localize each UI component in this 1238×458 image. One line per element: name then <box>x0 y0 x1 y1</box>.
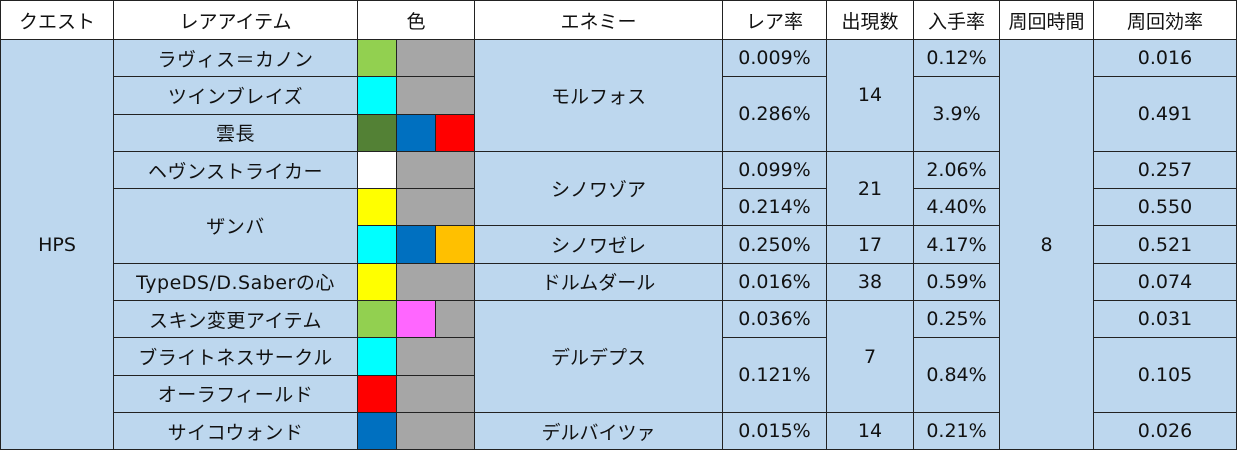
header-loop-time: 周回時間 <box>999 0 1094 40</box>
color-swatch-empty <box>396 188 475 227</box>
appear-count-cell: 17 <box>826 225 914 264</box>
table-row: HPS ラヴィス＝カノン モルフォス 0.009% 14 0.12% 8 0.0… <box>0 38 1237 451</box>
item-cell: ブライトネスサークル <box>113 337 358 376</box>
obtain-rate-cell: 3.9% <box>913 76 1000 152</box>
color-swatch <box>396 113 436 152</box>
color-swatch <box>357 188 397 227</box>
color-swatch <box>357 76 397 115</box>
table-row: TypeDS/D.Saberの心 ドルムダール 0.016% 38 0.59% … <box>1 262 1237 302</box>
efficiency-cell: 0.016 <box>1093 38 1237 78</box>
color-swatch-empty <box>396 411 475 451</box>
appear-count-cell: 7 <box>826 300 914 413</box>
enemy-cell: シノワゾア <box>474 150 723 227</box>
color-swatch-empty <box>396 76 475 115</box>
efficiency-cell: 0.105 <box>1093 337 1237 413</box>
item-cell: サイコウォンド <box>113 411 358 451</box>
efficiency-cell: 0.521 <box>1093 225 1237 264</box>
obtain-rate-cell: 0.59% <box>913 262 1000 302</box>
item-cell: オーラフィールド <box>113 374 358 413</box>
color-swatch <box>435 225 475 264</box>
color-swatch-empty <box>435 300 475 339</box>
obtain-rate-cell: 0.21% <box>913 411 1000 451</box>
rare-rate-cell: 0.015% <box>722 411 827 451</box>
efficiency-cell: 0.257 <box>1093 150 1237 190</box>
color-swatch <box>357 150 397 190</box>
rare-rate-cell: 0.121% <box>722 337 827 413</box>
obtain-rate-cell: 0.12% <box>913 38 1000 78</box>
obtain-rate-cell: 4.17% <box>913 225 1000 264</box>
efficiency-cell: 0.031 <box>1093 300 1237 339</box>
efficiency-cell: 0.074 <box>1093 262 1237 302</box>
table-row: ヘヴンストライカー シノワゾア 0.099% 21 2.06% 0.257 <box>1 150 1237 227</box>
color-swatch <box>357 38 397 78</box>
item-cell: ヘヴンストライカー <box>113 150 358 190</box>
efficiency-cell: 0.026 <box>1093 411 1237 451</box>
color-swatch <box>396 225 436 264</box>
rare-rate-cell: 0.286% <box>722 76 827 152</box>
enemy-cell: モルフォス <box>474 39 723 152</box>
item-cell: 雲長 <box>113 113 358 152</box>
enemy-cell: シノワゼレ <box>474 225 723 264</box>
header-quest: クエスト <box>0 0 114 40</box>
enemy-cell: デルデプス <box>474 300 723 413</box>
efficiency-cell: 0.491 <box>1093 76 1237 152</box>
item-cell: ツインブレイズ <box>113 76 358 115</box>
header-obtain-rate: 入手率 <box>913 0 1000 40</box>
appear-count-cell: 38 <box>826 262 914 302</box>
obtain-rate-cell: 2.06% <box>913 150 1000 190</box>
header-rare-rate: レア率 <box>722 0 827 40</box>
efficiency-cell: 0.550 <box>1093 188 1237 227</box>
rare-rate-cell: 0.016% <box>722 262 827 302</box>
color-swatch <box>357 113 397 152</box>
item-cell: ラヴィス＝カノン <box>113 38 358 78</box>
rare-rate-cell: 0.009% <box>722 38 827 78</box>
table-row: ブライトネスサークル 0.121% 0.84% 0.105 <box>1 337 1237 413</box>
table-row: スキン変更アイテム デルデプス 0.036% 7 0.25% 0.031 <box>1 300 1237 413</box>
enemy-cell: デルバイツァ <box>474 411 723 451</box>
table-row: シノワゼレ 0.250% 17 4.17% 0.521 <box>1 225 1237 264</box>
item-cell: ザンバ <box>113 188 358 264</box>
header-enemy: エネミー <box>474 0 723 40</box>
loop-time-cell: 8 <box>999 38 1094 451</box>
table-row: ツインブレイズ 0.286% 3.9% 0.491 <box>1 76 1237 152</box>
table-row: 雲長 <box>1 113 1237 152</box>
table-row: サイコウォンド デルバイツァ 0.015% 14 0.21% 0.026 <box>1 411 1237 451</box>
rare-rate-cell: 0.250% <box>722 225 827 264</box>
header-color: 色 <box>357 0 475 40</box>
enemy-cell: ドルムダール <box>474 262 723 302</box>
obtain-rate-cell: 0.84% <box>913 337 1000 413</box>
color-swatch-empty <box>396 38 475 78</box>
color-swatch <box>396 300 436 339</box>
quest-cell: HPS <box>0 38 114 451</box>
header-rare-item: レアアイテム <box>113 0 358 40</box>
obtain-rate-cell: 4.40% <box>913 188 1000 227</box>
rare-rate-cell: 0.036% <box>722 300 827 339</box>
header-row: クエスト レアアイテム 色 エネミー レア率 出現数 入手率 周回時間 周回効率 <box>0 0 1237 40</box>
header-loop-efficiency: 周回効率 <box>1093 0 1237 40</box>
color-swatch <box>357 300 397 339</box>
rare-rate-cell: 0.099% <box>722 150 827 190</box>
color-swatch <box>357 411 397 451</box>
obtain-rate-cell: 0.25% <box>913 300 1000 339</box>
color-swatch <box>435 113 475 152</box>
color-swatch-empty <box>396 150 475 190</box>
appear-count-cell: 21 <box>826 150 914 227</box>
appear-count-cell: 14 <box>826 411 914 451</box>
appear-count-cell: 14 <box>826 39 914 152</box>
color-swatch <box>357 337 397 376</box>
header-appear-count: 出現数 <box>826 0 914 40</box>
color-swatch <box>357 225 397 264</box>
color-swatch-empty <box>396 262 475 302</box>
color-swatch <box>357 262 397 302</box>
rare-rate-cell: 0.214% <box>722 188 827 227</box>
color-swatch-empty <box>396 337 475 376</box>
color-swatch-empty <box>396 374 475 413</box>
item-cell: TypeDS/D.Saberの心 <box>113 262 358 302</box>
item-cell: スキン変更アイテム <box>113 300 358 339</box>
color-swatch <box>357 374 397 413</box>
table-row: オーラフィールド <box>1 374 1237 413</box>
